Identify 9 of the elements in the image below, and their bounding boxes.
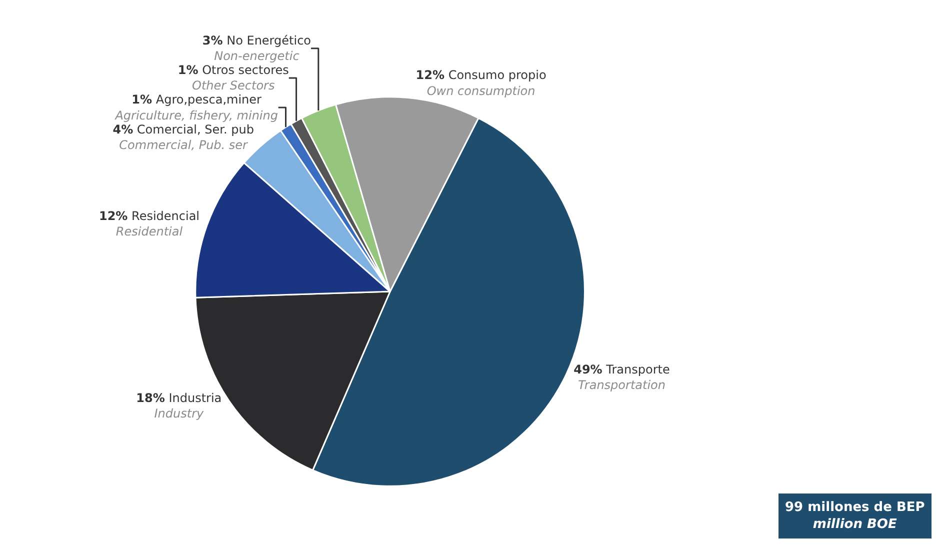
- data-label: 12%: [416, 68, 445, 82]
- data-label: 12%: [98, 209, 128, 224]
- data-label: 4%: [112, 122, 134, 136]
- data-label: 49%: [574, 362, 602, 376]
- data-label: 3%: [202, 34, 223, 48]
- data-label: 1%: [178, 63, 198, 78]
- data-label: 1%: [132, 92, 152, 107]
- text: 99 millones de BEP million BOE: [785, 500, 925, 532]
- data-label: 18%: [136, 390, 165, 405]
